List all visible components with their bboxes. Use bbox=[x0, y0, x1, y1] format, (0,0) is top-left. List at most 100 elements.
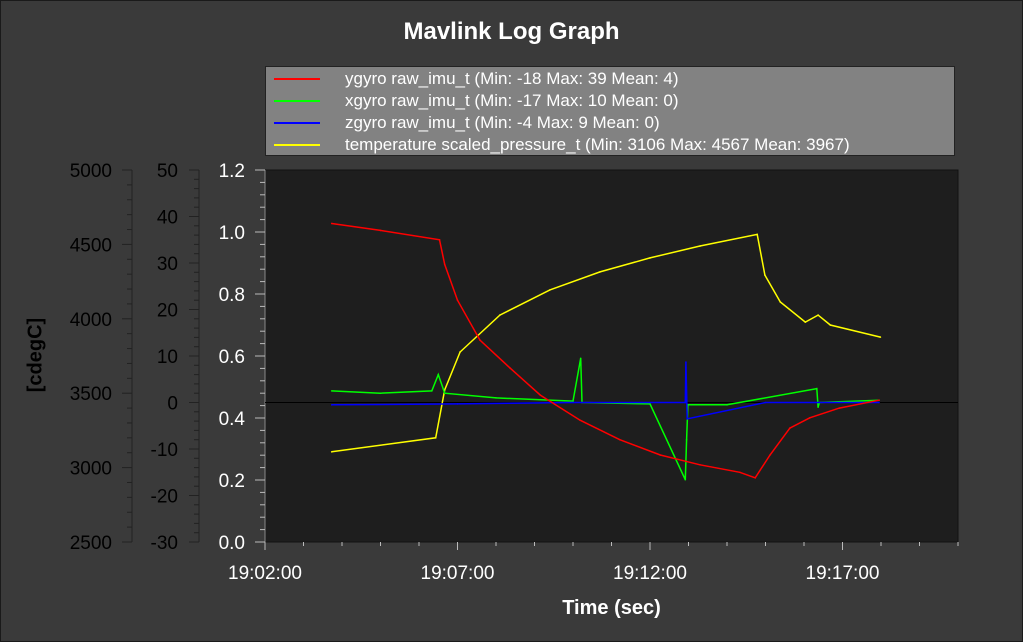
plot-area bbox=[264, 169, 959, 543]
temperature-tick-label: 5000 bbox=[70, 161, 112, 182]
legend: ygyro raw_imu_t (Min: -18 Max: 39 Mean: … bbox=[265, 66, 955, 156]
legend-label: zgyro raw_imu_t (Min: -4 Max: 9 Mean: 0) bbox=[345, 113, 660, 132]
temperature-tick-label: 2500 bbox=[70, 533, 112, 554]
gyro-tick-label: 10 bbox=[157, 347, 178, 368]
data-point-ygyro bbox=[509, 367, 511, 369]
data-point-xgyro bbox=[684, 478, 687, 481]
data-point-temperature bbox=[756, 233, 758, 236]
x-tick-label: 19:02:00 bbox=[228, 563, 302, 584]
main-tick-label: 1.2 bbox=[219, 161, 245, 182]
main-tick-label: 1.0 bbox=[219, 223, 245, 244]
x-axis-label: Time (sec) bbox=[562, 597, 661, 619]
data-point-xgyro bbox=[330, 390, 333, 392]
data-point-xgyro bbox=[379, 392, 382, 395]
series-line-zgyro bbox=[331, 361, 880, 420]
main-tick-label: 0.6 bbox=[219, 347, 245, 368]
gyro-tick-label: 0 bbox=[167, 394, 178, 415]
data-point-ygyro bbox=[838, 407, 841, 409]
main-tick-label: 0.4 bbox=[219, 409, 246, 430]
data-point-xgyro bbox=[431, 390, 433, 392]
data-point-temperature bbox=[499, 314, 501, 316]
temperature-tick-label: 3000 bbox=[70, 459, 112, 480]
data-point-ygyro bbox=[789, 427, 791, 429]
data-point-temperature bbox=[434, 437, 437, 439]
data-point-ygyro bbox=[878, 399, 880, 401]
series-line-temperature bbox=[331, 233, 881, 453]
main-tick-label: 0.8 bbox=[219, 285, 245, 306]
legend-label: xgyro raw_imu_t (Min: -17 Max: 10 Mean: … bbox=[345, 91, 679, 110]
data-point-xgyro bbox=[572, 400, 574, 402]
data-point-zgyro bbox=[878, 401, 880, 404]
data-point-temperature bbox=[779, 301, 782, 303]
data-point-temperature bbox=[879, 336, 882, 338]
gyro-tick-label: 20 bbox=[157, 301, 178, 322]
data-point-temperature bbox=[804, 321, 807, 323]
data-point-ygyro bbox=[330, 222, 333, 225]
legend-item-ygyro[interactable]: ygyro raw_imu_t (Min: -18 Max: 39 Mean: … bbox=[266, 68, 954, 90]
chart-title: Mavlink Log Graph bbox=[403, 18, 620, 45]
data-point-ygyro bbox=[739, 471, 741, 474]
data-point-temperature bbox=[699, 245, 701, 247]
gyro-tick-label: -20 bbox=[151, 487, 178, 508]
legend-swatch bbox=[274, 78, 320, 80]
data-point-xgyro bbox=[437, 373, 440, 376]
data-point-zgyro bbox=[330, 404, 333, 406]
y-axis-label: [cdegC] bbox=[24, 317, 47, 393]
data-point-xgyro bbox=[726, 404, 728, 406]
temperature-tick-label: 4500 bbox=[70, 235, 112, 256]
gyro-tick-label: -10 bbox=[151, 440, 178, 461]
x-tick-label: 19:17:00 bbox=[806, 563, 880, 584]
x-tick-label: 19:07:00 bbox=[421, 563, 495, 584]
data-point-xgyro bbox=[685, 438, 688, 441]
data-point-ygyro bbox=[438, 238, 441, 241]
main-tick-label: 0.2 bbox=[219, 471, 245, 492]
temperature-tick-label: 3500 bbox=[70, 384, 112, 405]
data-point-xgyro bbox=[817, 406, 819, 408]
data-point-ygyro bbox=[456, 299, 459, 302]
legend-item-temperature[interactable]: temperature scaled_pressure_t (Min: 3106… bbox=[266, 134, 954, 156]
data-point-zgyro bbox=[686, 417, 689, 420]
data-point-ygyro bbox=[579, 419, 581, 421]
data-point-temperature bbox=[599, 271, 601, 273]
gyro-tick-label: 50 bbox=[157, 161, 178, 182]
data-point-ygyro bbox=[659, 454, 662, 456]
temperature-tick-label: 4000 bbox=[70, 310, 112, 331]
data-point-ygyro bbox=[769, 454, 771, 456]
data-point-xgyro bbox=[443, 392, 446, 395]
data-point-xgyro bbox=[816, 387, 818, 390]
data-point-xgyro bbox=[649, 403, 651, 405]
data-point-temperature bbox=[829, 324, 832, 326]
data-point-ygyro bbox=[808, 417, 811, 419]
legend-item-xgyro[interactable]: xgyro raw_imu_t (Min: -17 Max: 10 Mean: … bbox=[266, 90, 954, 112]
gyro-tick-label: -30 bbox=[151, 533, 178, 554]
legend-swatch bbox=[274, 100, 320, 102]
legend-label: temperature scaled_pressure_t (Min: 3106… bbox=[345, 135, 850, 154]
data-point-ygyro bbox=[443, 263, 446, 266]
data-point-xgyro bbox=[495, 397, 497, 399]
x-tick-label: 19:12:00 bbox=[613, 563, 687, 584]
data-point-zgyro bbox=[572, 401, 574, 404]
data-point-zgyro bbox=[764, 401, 767, 404]
legend-swatch bbox=[274, 122, 320, 124]
main-tick-label: 0.0 bbox=[219, 533, 245, 554]
gyro-tick-label: 30 bbox=[157, 254, 178, 275]
data-point-ygyro bbox=[754, 477, 757, 479]
data-point-ygyro bbox=[699, 464, 701, 466]
data-point-xgyro bbox=[579, 357, 582, 360]
legend-swatch bbox=[274, 144, 320, 146]
gyro-tick-label: 40 bbox=[157, 208, 178, 229]
legend-label: ygyro raw_imu_t (Min: -18 Max: 39 Mean: … bbox=[345, 69, 679, 88]
data-point-ygyro bbox=[479, 339, 481, 341]
data-point-ygyro bbox=[619, 438, 621, 441]
data-point-temperature bbox=[764, 274, 766, 276]
data-point-zgyro bbox=[684, 401, 687, 404]
data-point-temperature bbox=[817, 314, 819, 316]
data-point-ygyro bbox=[379, 229, 382, 232]
data-point-temperature bbox=[459, 351, 461, 353]
data-point-zgyro bbox=[685, 361, 687, 363]
data-point-zgyro bbox=[456, 403, 459, 405]
data-point-temperature bbox=[549, 289, 551, 291]
data-point-temperature bbox=[649, 257, 651, 259]
data-point-ygyro bbox=[539, 394, 542, 396]
legend-item-zgyro[interactable]: zgyro raw_imu_t (Min: -4 Max: 9 Mean: 0) bbox=[266, 112, 954, 134]
